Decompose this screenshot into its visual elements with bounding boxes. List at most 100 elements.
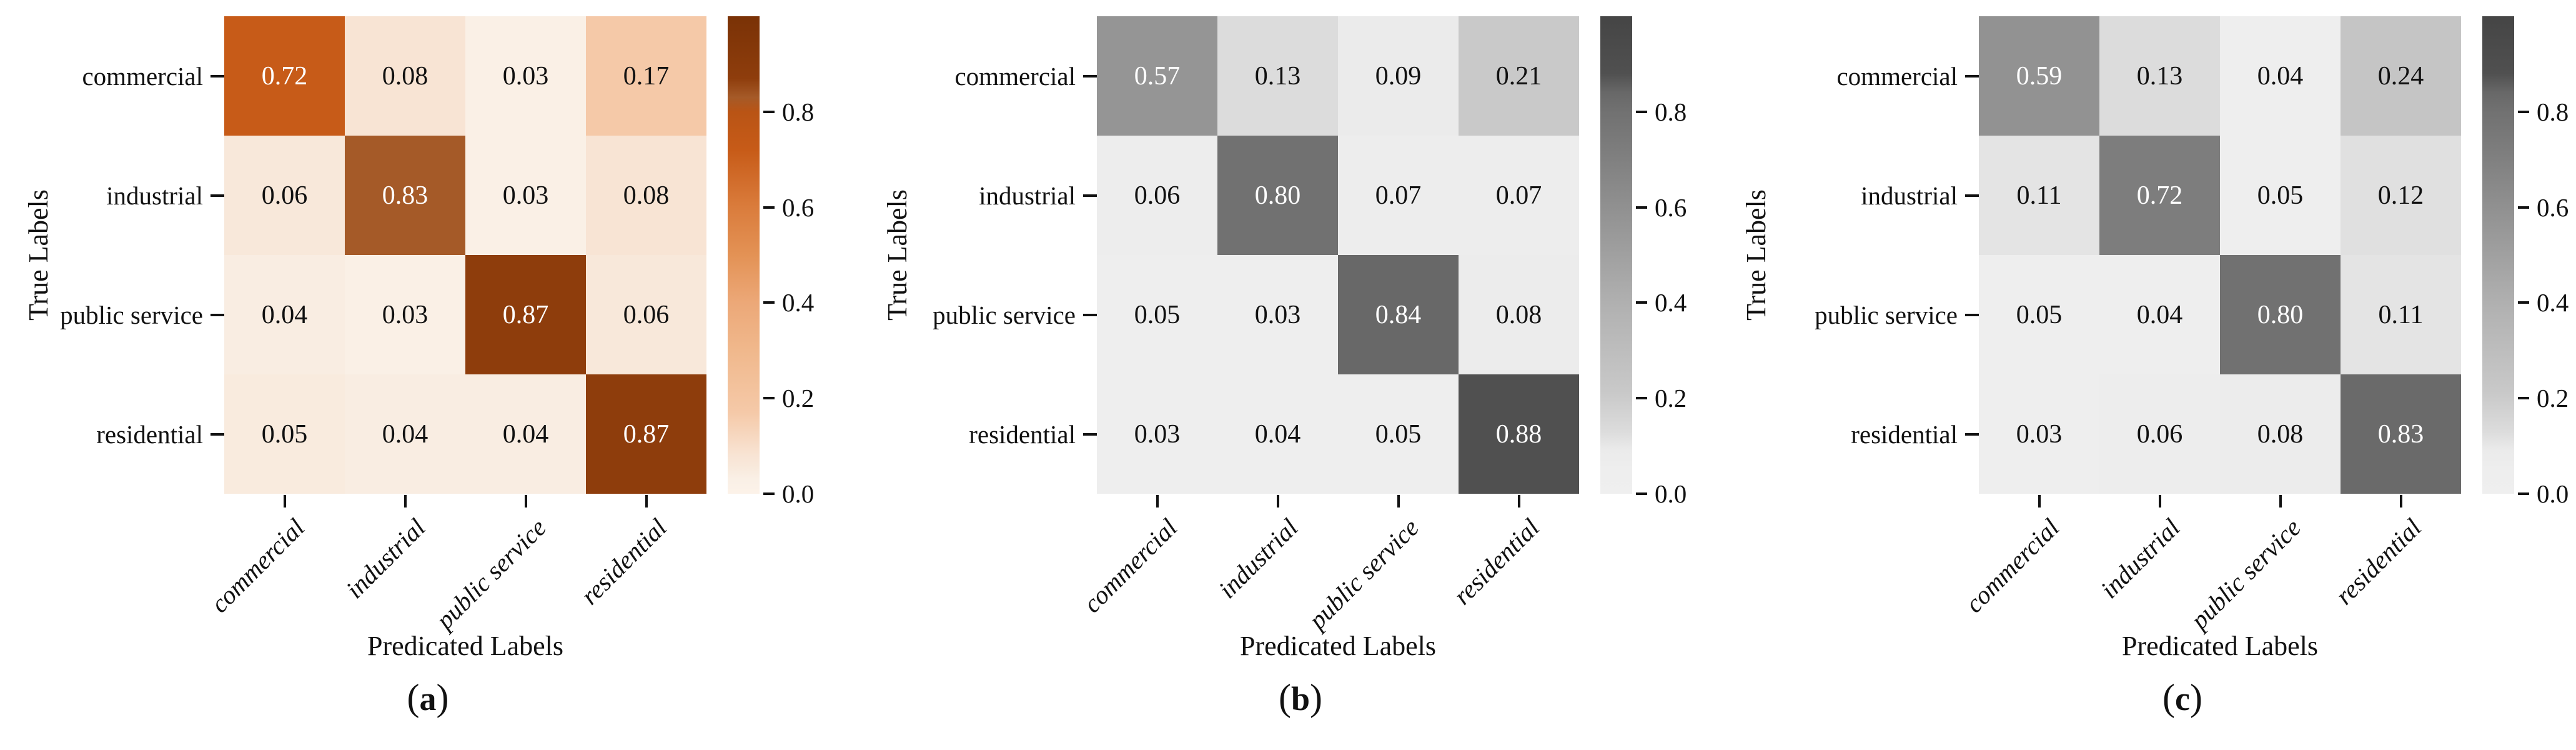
heatmap-cell: 0.87 (586, 374, 706, 494)
heatmap-panel-a: True Labels 0.72 0.08 0.03 0.17 0.06 0.83 0.03… (0, 0, 859, 750)
caption-letter: a (419, 680, 437, 718)
x-tick-mark (2399, 495, 2402, 508)
y-tick-label: commercial (1836, 61, 1958, 91)
x-tick-mark (1397, 495, 1400, 508)
x-tick-label: residential (575, 512, 672, 611)
y-tick-mark (211, 432, 224, 436)
colorbar-tick-mark (2518, 397, 2529, 400)
heatmap-cell: 0.03 (345, 255, 465, 374)
heatmap-cell: 0.11 (2341, 255, 2461, 374)
heatmap-cell: 0.05 (1338, 374, 1459, 494)
heatmap-cell: 0.06 (224, 136, 345, 255)
x-tick-mark (645, 495, 648, 508)
heatmap-cell: 0.88 (1459, 374, 1579, 494)
colorbar-tick-label: 0.8 (1655, 97, 1687, 126)
heatmap-cell: 0.08 (586, 136, 706, 255)
heatmap-cell: 0.09 (1338, 16, 1459, 136)
heatmap-cell: 0.59 (1979, 16, 2099, 136)
panel-caption: (a) (334, 676, 522, 719)
y-tick-label: industrial (1861, 181, 1958, 210)
colorbar-tick-mark (1636, 301, 1647, 304)
colorbar-tick-label: 0.0 (1655, 479, 1687, 508)
colorbar-tick-mark (763, 110, 775, 113)
heatmap-cell: 0.83 (2341, 374, 2461, 494)
x-tick-label: industrial (1212, 512, 1304, 604)
x-tick-mark (283, 495, 286, 508)
colorbar-tick-mark (763, 301, 775, 304)
x-tick-mark (1517, 495, 1520, 508)
heatmap-cell: 0.21 (1459, 16, 1579, 136)
colorbar-tick-mark (763, 206, 775, 209)
x-tick-label: residential (2329, 512, 2427, 611)
heatmap-cell: 0.13 (2099, 16, 2220, 136)
y-tick-label: residential (1851, 419, 1958, 449)
colorbar-tick-label: 0.2 (782, 384, 815, 413)
x-tick-label: public service (1302, 512, 1424, 635)
x-tick-label: industrial (2094, 512, 2186, 604)
heatmap-cell: 0.03 (1979, 374, 2099, 494)
colorbar-tick-label: 0.6 (1655, 192, 1687, 222)
colorbar-tick-mark (1636, 397, 1647, 400)
x-axis-title: Predicated Labels (367, 631, 563, 661)
heatmap-cell: 0.08 (1459, 255, 1579, 374)
colorbar-tick-mark (1636, 206, 1647, 209)
x-tick-mark (1156, 495, 1159, 508)
colorbar-tick-mark (2518, 110, 2529, 113)
x-tick-label: industrial (340, 512, 431, 604)
heatmap-cell: 0.03 (1097, 374, 1217, 494)
heatmap-cell: 0.72 (2099, 136, 2220, 255)
y-tick-mark (1965, 74, 1979, 78)
caption-paren-open: ( (1278, 677, 1291, 718)
heatmap-cell: 0.03 (1217, 255, 1338, 374)
caption-paren-open: ( (407, 677, 420, 718)
colorbar-tick-label: 0.6 (2537, 192, 2569, 222)
x-tick-mark (2158, 495, 2161, 508)
heatmap-cell: 0.12 (2341, 136, 2461, 255)
x-axis-title: Predicated Labels (1240, 631, 1436, 661)
heatmap-cell: 0.06 (2099, 374, 2220, 494)
colorbar-tick-label: 0.0 (2537, 479, 2569, 508)
heatmap-cell: 0.08 (2220, 374, 2341, 494)
heatmap-cell: 0.04 (2099, 255, 2220, 374)
heatmap-cell: 0.84 (1338, 255, 1459, 374)
heatmap-cell: 0.05 (2220, 136, 2341, 255)
x-tick-label: commercial (1959, 512, 2065, 619)
heatmap-cell: 0.07 (1459, 136, 1579, 255)
y-tick-label: residential (96, 419, 203, 449)
heatmap-cell: 0.17 (586, 16, 706, 136)
caption-paren-close: ) (2189, 677, 2202, 718)
y-tick-mark (1965, 313, 1979, 316)
heatmap-panel-b: True Labels 0.57 0.13 0.09 0.21 0.06 0.80 0.07… (859, 0, 1718, 750)
x-tick-label: commercial (1077, 512, 1183, 619)
heatmap-cell: 0.04 (465, 374, 586, 494)
x-tick-label: public service (430, 512, 552, 635)
y-tick-mark (1083, 313, 1097, 316)
colorbar-tick-label: 0.4 (1655, 288, 1687, 318)
colorbar (1600, 16, 1632, 494)
y-tick-label: industrial (106, 181, 203, 210)
heatmap-cell: 0.06 (1097, 136, 1217, 255)
heatmap-cell: 0.72 (224, 16, 345, 136)
x-tick-mark (524, 495, 527, 508)
y-tick-mark (211, 74, 224, 78)
y-tick-label: commercial (82, 61, 203, 91)
heatmap-cell: 0.03 (465, 136, 586, 255)
y-tick-label: public service (1815, 300, 1958, 329)
y-tick-label: residential (969, 419, 1076, 449)
x-tick-mark (1276, 495, 1279, 508)
colorbar-tick-mark (2518, 206, 2529, 209)
x-tick-mark (404, 495, 407, 508)
panel-caption: (c) (2089, 676, 2276, 719)
colorbar-tick-mark (1636, 492, 1647, 495)
y-tick-label: public service (933, 300, 1076, 329)
heatmap-cell: 0.87 (465, 255, 586, 374)
heatmap-cell: 0.13 (1217, 16, 1338, 136)
x-tick-label: public service (2184, 512, 2306, 635)
y-tick-mark (1083, 74, 1097, 78)
colorbar-tick-label: 0.8 (2537, 97, 2569, 126)
x-tick-mark (2279, 495, 2282, 508)
x-tick-label: residential (1447, 512, 1545, 611)
colorbar-tick-label: 0.0 (782, 479, 815, 508)
colorbar (728, 16, 760, 494)
caption-paren-close: ) (1310, 677, 1322, 718)
